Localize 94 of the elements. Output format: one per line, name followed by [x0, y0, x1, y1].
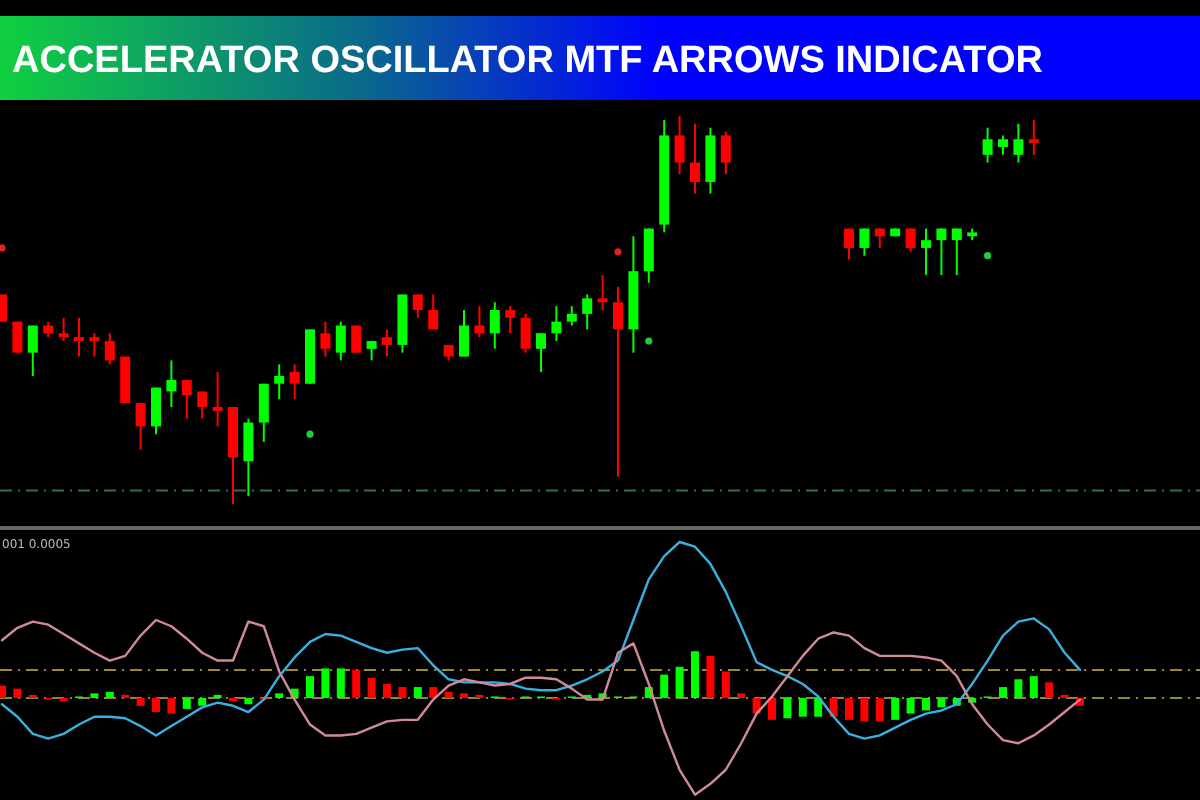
bar	[429, 687, 438, 698]
candlestick	[289, 363, 300, 401]
bar	[352, 669, 361, 698]
bar	[398, 687, 407, 698]
bar	[829, 698, 838, 717]
candlestick	[720, 130, 731, 176]
bar	[0, 685, 6, 698]
candlestick	[58, 316, 69, 343]
candlestick	[998, 134, 1008, 156]
bar	[891, 698, 900, 720]
bar	[875, 698, 884, 722]
candlestick	[597, 274, 608, 311]
chart-title: ACCELERATOR OSCILLATOR MTF ARROWS INDICATOR	[12, 40, 1044, 82]
candlestick	[859, 227, 870, 257]
bar	[1045, 682, 1054, 698]
bar	[814, 698, 823, 717]
bar	[167, 698, 176, 714]
bar	[383, 683, 391, 698]
candlestick	[166, 359, 177, 408]
candlestick	[921, 227, 931, 277]
candlestick	[351, 324, 362, 354]
candlestick	[197, 390, 208, 420]
bar	[999, 687, 1007, 698]
candlestick	[320, 320, 331, 358]
bar	[860, 698, 869, 722]
candlestick	[551, 305, 562, 343]
candlestick	[212, 371, 223, 428]
candlestick	[982, 126, 993, 164]
bar	[660, 674, 669, 698]
candlestick	[520, 312, 531, 354]
bar	[675, 666, 684, 698]
point	[614, 248, 622, 256]
bar	[136, 698, 145, 706]
bar	[198, 698, 207, 706]
point	[984, 252, 992, 260]
candlestick	[74, 316, 84, 358]
candlestick	[12, 320, 23, 354]
bar	[13, 688, 22, 698]
candlestick	[335, 320, 346, 362]
point	[306, 430, 314, 438]
candlestick	[1028, 118, 1039, 156]
bar	[721, 671, 730, 698]
candlestick	[258, 382, 269, 443]
bar	[244, 698, 253, 705]
point	[645, 337, 653, 345]
candlestick	[643, 227, 654, 284]
candlestick	[104, 332, 115, 366]
candlestick	[27, 324, 38, 377]
bar	[444, 691, 453, 698]
candlestick	[474, 305, 485, 339]
candlestick	[366, 340, 377, 362]
candlestick	[505, 305, 516, 335]
candlestick	[428, 293, 439, 331]
candlestick	[936, 227, 947, 277]
bar	[798, 698, 807, 717]
bar	[768, 698, 776, 720]
bar	[306, 676, 314, 698]
candlestick	[536, 332, 546, 374]
candlestick	[951, 227, 962, 277]
candlestick	[489, 301, 500, 350]
candlestick	[89, 332, 100, 358]
bar	[706, 655, 715, 698]
point	[0, 244, 6, 252]
bar	[691, 651, 699, 698]
bar	[906, 698, 915, 714]
bar	[152, 698, 160, 713]
bar	[1014, 679, 1023, 698]
candlestick	[382, 328, 392, 358]
candlestick	[690, 122, 700, 195]
candlestick	[274, 363, 285, 401]
bar	[413, 687, 422, 698]
candlestick	[674, 115, 685, 176]
bar	[321, 668, 330, 698]
bar	[783, 698, 792, 719]
bar	[367, 677, 376, 698]
bar	[105, 691, 114, 698]
bar	[845, 698, 853, 720]
bar	[182, 698, 191, 709]
candlestick	[243, 417, 254, 498]
candlestick	[582, 293, 593, 331]
bar	[1029, 676, 1038, 698]
candlestick	[566, 305, 577, 327]
candlestick	[1013, 122, 1024, 164]
candlestick	[459, 309, 469, 358]
candlestick	[412, 293, 423, 319]
bar	[336, 668, 345, 698]
candlestick	[613, 285, 623, 478]
bar	[922, 698, 930, 711]
candlestick	[181, 378, 192, 420]
candlestick	[705, 126, 716, 195]
candlestick	[844, 227, 854, 261]
candlestick	[151, 386, 161, 436]
candlestick	[135, 402, 146, 451]
bar	[937, 698, 946, 708]
